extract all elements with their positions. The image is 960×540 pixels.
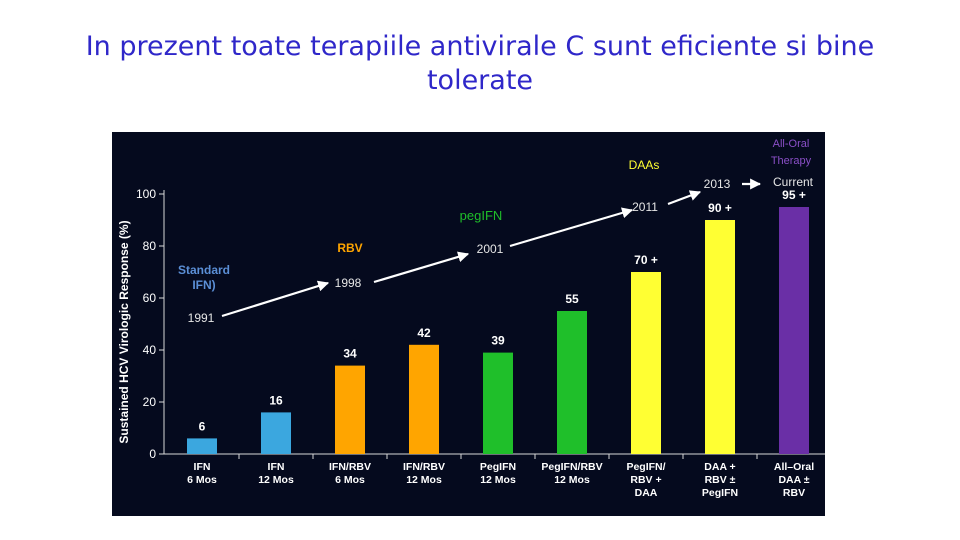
x-category-label: PegIFN	[702, 487, 738, 499]
slide-title: In prezent toate terapiile antivirale C …	[40, 30, 920, 98]
x-category-label: RBV ±	[705, 474, 736, 486]
x-category-label: PegIFN/RBV	[541, 461, 602, 473]
y-tick-label: 20	[143, 395, 157, 409]
y-axis-title: Sustained HCV Virologic Response (%)	[117, 220, 131, 443]
bar-5	[483, 352, 513, 454]
annotation-label: All-Oral	[773, 138, 810, 150]
timeline-arrow	[509, 207, 634, 248]
bar-value-label: 34	[343, 347, 357, 361]
x-category-label: DAA +	[704, 461, 735, 473]
x-category-label: IFN/RBV	[329, 461, 371, 473]
annotation-label: 2011	[632, 200, 658, 214]
bar-value-label: 95 +	[782, 188, 806, 202]
bar-value-label: 90 +	[708, 201, 732, 215]
annotation-label: Current	[773, 175, 814, 189]
annotation-label: RBV	[337, 241, 362, 255]
x-category-label: 6 Mos	[335, 474, 365, 486]
bar-1	[187, 438, 217, 454]
timeline-arrow	[373, 251, 470, 284]
timeline-arrow	[221, 280, 330, 318]
bar-6	[557, 311, 587, 454]
chart-panel: Sustained HCV Virologic Response (%) 0 20 4…	[112, 132, 825, 516]
y-tick-label: 40	[143, 343, 157, 357]
x-category-label: RBV +	[630, 474, 661, 486]
bar-3	[335, 365, 365, 454]
bar-7	[631, 272, 661, 454]
x-category-label: IFN	[268, 461, 285, 473]
x-category-label: All–Oral	[774, 461, 814, 473]
annotation-label: DAAs	[629, 158, 660, 172]
x-category-label: RBV	[783, 487, 805, 499]
bar-2	[261, 412, 291, 454]
bar-value-label: 42	[417, 326, 431, 340]
annotation-label: 2013	[704, 177, 731, 191]
bar-4	[409, 344, 439, 454]
x-category-label: 12 Mos	[258, 474, 294, 486]
y-tick-label: 100	[136, 187, 156, 201]
annotation-label: 1998	[335, 276, 362, 290]
x-category-label: 6 Mos	[187, 474, 217, 486]
x-category-label: 12 Mos	[406, 474, 442, 486]
x-category-label: PegIFN	[480, 461, 516, 473]
x-category-label: 12 Mos	[480, 474, 516, 486]
x-category-label: PegIFN/	[626, 461, 665, 473]
x-category-label: DAA	[635, 487, 658, 499]
bar-value-label: 70 +	[634, 253, 658, 267]
srv-bar-chart: Sustained HCV Virologic Response (%) 0 20 4…	[117, 138, 825, 499]
bar-value-label: 55	[565, 292, 579, 306]
x-category-label: 12 Mos	[554, 474, 590, 486]
annotation-label: Standard	[178, 263, 230, 277]
bar-value-label: 6	[199, 419, 206, 433]
y-tick-label: 80	[143, 239, 157, 253]
y-tick-label: 60	[143, 291, 157, 305]
bar-value-label: 39	[491, 334, 505, 348]
y-tick-label: 0	[149, 447, 156, 461]
bar-9	[779, 207, 809, 454]
x-category-label: DAA ±	[778, 474, 809, 486]
slide-title-line-2: tolerate	[426, 65, 534, 96]
bar-8	[705, 220, 735, 454]
annotation-label: 1991	[188, 311, 215, 325]
annotation-label: IFN)	[192, 278, 215, 292]
slide-title-line-1: In prezent toate terapiile antivirale C …	[85, 31, 875, 62]
annotation-label: pegIFN	[460, 208, 503, 223]
annotation-label: Therapy	[771, 155, 812, 167]
bar-value-label: 16	[269, 393, 283, 407]
x-category-label: IFN/RBV	[403, 461, 445, 473]
annotation-label: 2001	[477, 242, 504, 256]
timeline-arrow	[667, 190, 702, 206]
x-category-label: IFN	[194, 461, 211, 473]
